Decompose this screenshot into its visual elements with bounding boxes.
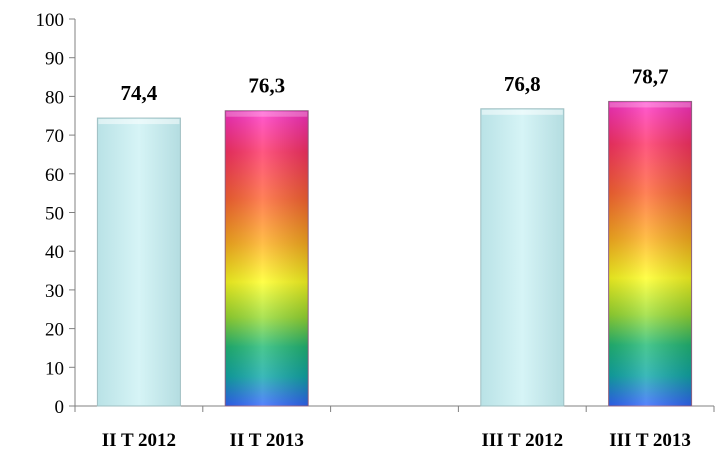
y-tick-label: 70 <box>45 126 64 147</box>
bar-2013 <box>224 110 309 407</box>
bar-body <box>480 108 565 407</box>
bar-shine <box>608 101 692 406</box>
bar-2013 <box>608 100 693 407</box>
x-category-label: II T 2013 <box>230 430 304 451</box>
bar-value-label: 76,3 <box>248 74 285 98</box>
y-tick-label: 50 <box>45 204 64 225</box>
y-tick-label: 40 <box>45 242 64 263</box>
y-tick-label: 60 <box>45 165 64 186</box>
bar-bevel <box>481 109 563 115</box>
y-tick-label: 80 <box>45 87 64 108</box>
bar-body <box>96 117 181 407</box>
x-category-label: III T 2013 <box>609 430 691 451</box>
bar-value-label: 74,4 <box>121 81 158 105</box>
bar-shine <box>225 110 309 407</box>
axes: 0 10 20 30 40 50 60 70 80 90 100 <box>36 10 715 418</box>
y-tick-label: 20 <box>45 320 64 341</box>
labels: II T 2012 74,4 II T 2013 76,3 III T 2012 76,8… <box>102 64 691 451</box>
bar-2012 <box>96 117 181 407</box>
bar-bevel <box>609 102 691 108</box>
bar-2012 <box>480 108 565 407</box>
bars <box>96 100 693 407</box>
bar-value-label: 76,8 <box>504 72 541 96</box>
x-category-label: III T 2012 <box>481 430 563 451</box>
y-tick-label: 0 <box>55 397 65 418</box>
bar-value-label: 78,7 <box>632 64 669 88</box>
bar-bevel <box>226 111 308 117</box>
y-tick-label: 100 <box>36 10 65 31</box>
x-category-label: II T 2012 <box>102 430 176 451</box>
y-tick-label: 30 <box>45 281 64 302</box>
y-tick-label: 10 <box>45 358 64 379</box>
y-tick-label: 90 <box>45 49 64 70</box>
bar-bevel <box>98 119 180 125</box>
